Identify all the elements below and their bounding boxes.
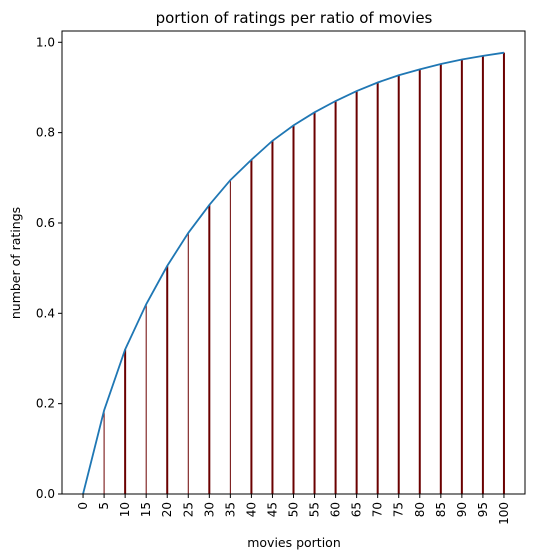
x-tick-label: 95	[476, 502, 490, 517]
x-axis: 0 5 10 15 20 25 30 35 40 45 50 55 60 65 70 75 80 85 90 95 10…	[76, 494, 511, 525]
x-tick-label: 75	[392, 502, 406, 517]
y-tick-label: 0.4	[36, 306, 55, 320]
x-axis-label: movies portion	[247, 535, 341, 550]
y-tick-label: 0.6	[36, 216, 55, 230]
stem-lines	[103, 52, 505, 494]
x-tick-label: 80	[413, 502, 427, 517]
x-tick-label: 25	[181, 502, 195, 517]
y-tick-label: 0.8	[36, 126, 55, 140]
x-tick-label: 70	[371, 502, 385, 517]
series-line	[82, 51, 505, 495]
y-tick-label: 1.0	[36, 35, 55, 49]
x-tick-label: 65	[350, 502, 364, 517]
x-tick-label: 45	[265, 502, 279, 517]
y-axis: 0.0 0.2 0.4 0.6 0.8 1.0	[36, 35, 62, 501]
x-tick-label: 35	[223, 502, 237, 517]
x-tick-label: 90	[455, 502, 469, 517]
y-tick-label: 0.0	[36, 487, 55, 501]
x-tick-label: 50	[287, 502, 301, 517]
x-tick-label: 85	[434, 502, 448, 517]
plot-frame	[61, 30, 526, 495]
x-tick-label: 60	[329, 502, 343, 517]
x-tick-label: 20	[160, 502, 174, 517]
chart-title: portion of ratings per ratio of movies	[156, 9, 433, 27]
y-tick-label: 0.2	[36, 397, 55, 411]
x-tick-label: 0	[76, 502, 90, 510]
x-tick-label: 10	[118, 502, 132, 517]
x-tick-label: 100	[497, 502, 511, 525]
x-tick-label: 55	[308, 502, 322, 517]
y-axis-label: number of ratings	[8, 207, 23, 319]
x-tick-label: 15	[139, 502, 153, 517]
x-tick-label: 30	[202, 502, 216, 517]
x-tick-label: 5	[97, 502, 111, 510]
x-tick-label: 40	[244, 502, 258, 517]
